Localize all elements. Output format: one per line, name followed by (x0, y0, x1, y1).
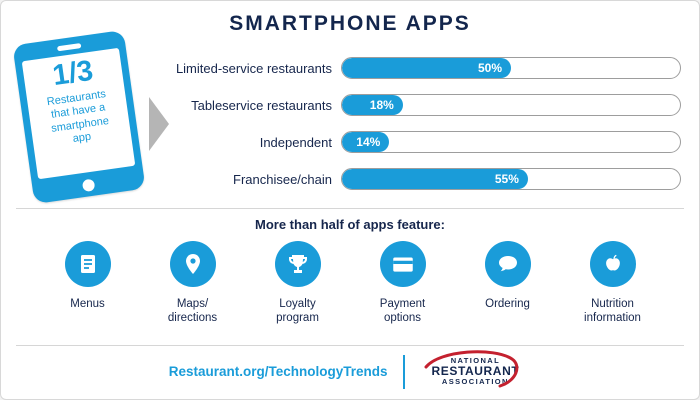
footer-separator (402, 354, 405, 389)
page-title: SMARTPHONE APPS (229, 12, 471, 35)
speech-bubble-icon (484, 241, 531, 287)
bar-fill: 50% (342, 58, 511, 78)
bar-row: Independent 14% (161, 131, 681, 153)
feature-label: Loyalty program (276, 298, 319, 325)
logo-line3: ASSOCIATION (441, 377, 509, 387)
bar-label: Independent (259, 134, 332, 150)
feature-maps: Maps/ directions (155, 241, 231, 326)
credit-card-icon (379, 241, 426, 287)
phone-home-button (81, 178, 96, 193)
phone-screen: 1/3 Restaurants that have a smartphone a… (21, 47, 136, 180)
feature-label: Payment options (379, 298, 426, 325)
smartphone-illustration: 1/3 Restaurants that have a smartphone a… (12, 29, 146, 205)
bar-chart: Limited-service restaurants 50% Tableser… (161, 57, 681, 205)
phone-speaker (56, 43, 82, 52)
feature-nutrition: Nutrition information (575, 241, 651, 326)
apple-icon (589, 241, 636, 287)
feature-label: Maps/ directions (167, 298, 218, 325)
bar-label: Franchisee/chain (233, 171, 332, 187)
phone-fraction: 1/3 (50, 54, 96, 93)
bar-fill: 55% (342, 169, 528, 189)
bar-track: 14% (341, 131, 681, 153)
section-divider (16, 208, 684, 209)
bar-fill: 14% (342, 132, 390, 152)
feature-menus: Menus (50, 241, 126, 326)
bar-row: Tableservice restaurants 18% (161, 94, 681, 116)
arrow-right-icon (149, 97, 169, 151)
feature-loyalty: Loyalty program (260, 241, 336, 326)
bar-row: Franchisee/chain 55% (161, 168, 681, 190)
bar-track: 18% (341, 94, 681, 116)
map-pin-icon (169, 241, 216, 287)
feature-label: Menus (70, 298, 105, 310)
trophy-icon (274, 241, 321, 287)
phone-caption: Restaurants that have a smartphone app (46, 88, 110, 146)
feature-label: Ordering (485, 298, 530, 310)
bar-fill: 18% (342, 95, 403, 115)
feature-label: Nutrition information (584, 298, 641, 325)
feature-payment: Payment options (365, 241, 441, 326)
features-heading: More than half of apps feature: (255, 217, 445, 232)
footer: Restaurant.org/TechnologyTrends NATIONAL… (1, 350, 699, 392)
menu-document-icon (64, 241, 111, 287)
bar-label: Tableservice restaurants (191, 97, 332, 113)
footer-divider (16, 345, 684, 346)
national-restaurant-association-logo: NATIONAL RESTAURANT ASSOCIATION (420, 350, 532, 392)
bar-track: 50% (341, 57, 681, 79)
bar-row: Limited-service restaurants 50% (161, 57, 681, 79)
footer-url-link[interactable]: Restaurant.org/TechnologyTrends (168, 364, 388, 380)
feature-ordering: Ordering (470, 241, 546, 326)
bar-label: Limited-service restaurants (175, 60, 332, 76)
bar-track: 55% (341, 168, 681, 190)
features-row: Menus Maps/ directions Loyalty program (1, 241, 699, 326)
